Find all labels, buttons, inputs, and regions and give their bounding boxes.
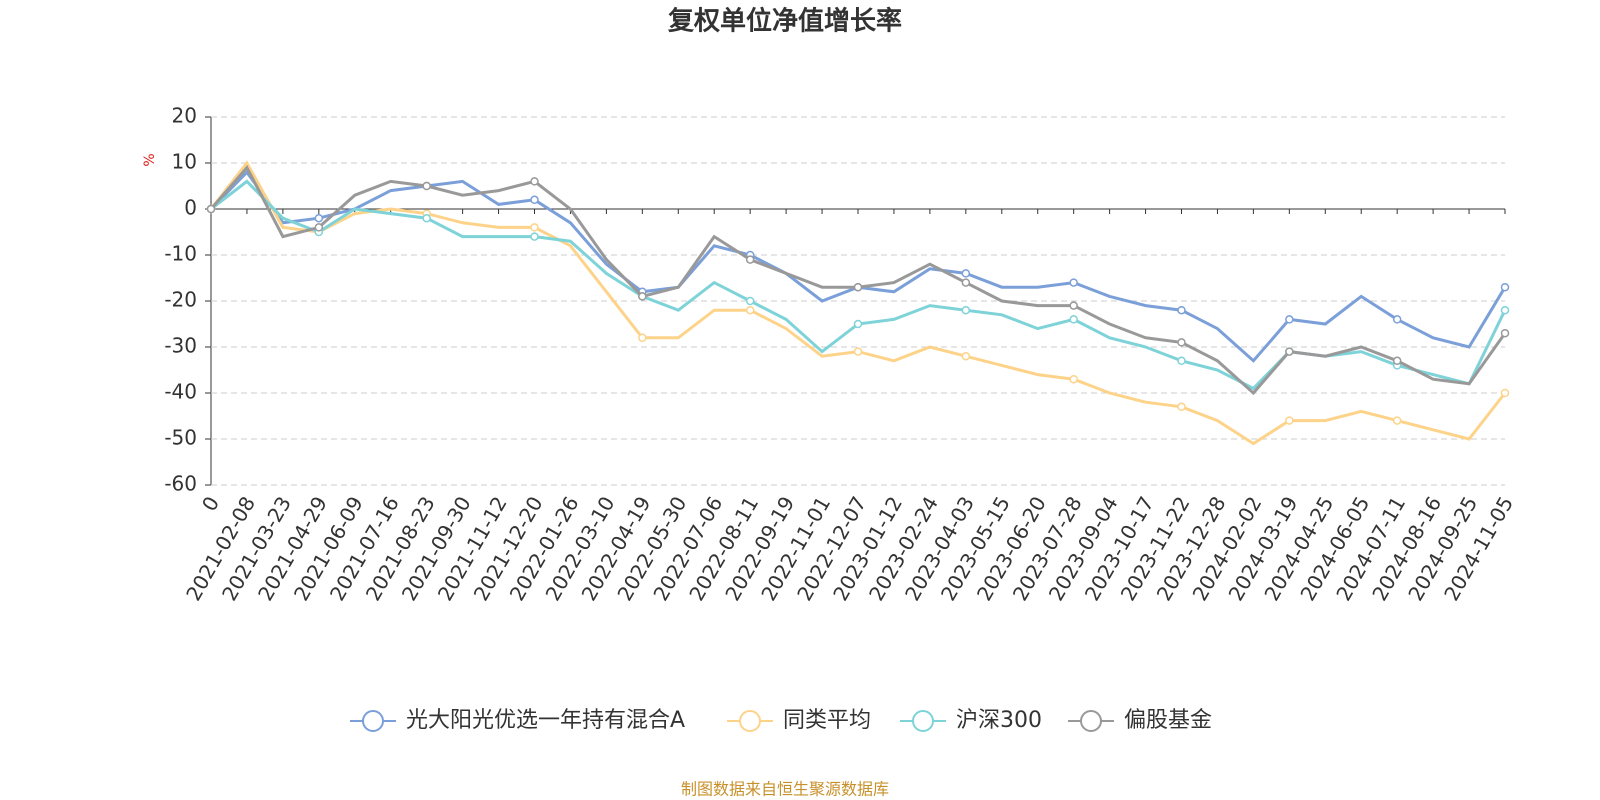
- legend-label: 光大阳光优选一年持有混合A: [406, 708, 685, 733]
- point: [1069, 278, 1078, 287]
- point: [1069, 301, 1078, 310]
- point: [1392, 416, 1402, 425]
- x-tick-label: 0: [197, 492, 224, 515]
- point: [1069, 315, 1078, 324]
- point: [422, 181, 431, 191]
- legend-marker: [912, 710, 934, 732]
- series-line: [209, 160, 1507, 446]
- y-tick-label: -10: [164, 242, 197, 266]
- point: [314, 223, 324, 232]
- point: [961, 269, 971, 278]
- point: [638, 333, 647, 343]
- y-tick-label: -50: [164, 426, 197, 450]
- legend-marker: [1080, 710, 1102, 732]
- y-tick-label: -20: [164, 288, 197, 312]
- y-tick-label: -30: [164, 334, 197, 358]
- point: [530, 195, 539, 205]
- point: [853, 347, 863, 356]
- point: [530, 223, 539, 232]
- y-tick-label: -60: [164, 472, 197, 496]
- y-tick-label: -40: [164, 380, 197, 404]
- point: [1285, 347, 1294, 356]
- point: [745, 305, 755, 315]
- legend-label: 同类平均: [783, 708, 871, 733]
- point: [961, 351, 971, 361]
- point: [853, 319, 863, 329]
- point: [1177, 356, 1186, 366]
- point: [1500, 328, 1510, 338]
- y-unit: %: [142, 153, 158, 166]
- legend-label: 偏股基金: [1124, 708, 1212, 733]
- point: [1500, 305, 1510, 315]
- point: [530, 232, 539, 241]
- point: [1177, 402, 1186, 412]
- y-tick-label: 0: [184, 196, 197, 220]
- point: [1500, 388, 1510, 398]
- point: [853, 282, 863, 292]
- legend-label: 沪深300: [956, 708, 1042, 733]
- legend-marker: [362, 710, 384, 732]
- point: [314, 213, 324, 223]
- point: [1392, 315, 1402, 324]
- point: [961, 278, 971, 287]
- point: [1177, 305, 1186, 315]
- point: [206, 204, 216, 214]
- y-tick-label: 20: [172, 104, 197, 128]
- point: [961, 305, 971, 315]
- source-note: 制图数据来自恒生聚源数据库: [681, 780, 889, 799]
- point: [1177, 338, 1186, 347]
- point: [1392, 356, 1402, 366]
- point: [1285, 416, 1294, 425]
- chart-title: 复权单位净值增长率: [668, 6, 902, 37]
- point: [745, 255, 755, 264]
- point: [1285, 315, 1294, 324]
- point: [1500, 282, 1510, 292]
- legend-marker: [739, 710, 761, 732]
- point: [745, 296, 755, 306]
- series-line: [209, 164, 1507, 396]
- point: [638, 292, 647, 301]
- point: [530, 177, 539, 186]
- point: [1069, 374, 1078, 384]
- point: [422, 213, 431, 223]
- series-line: [209, 169, 1507, 363]
- y-tick-label: 10: [172, 150, 197, 174]
